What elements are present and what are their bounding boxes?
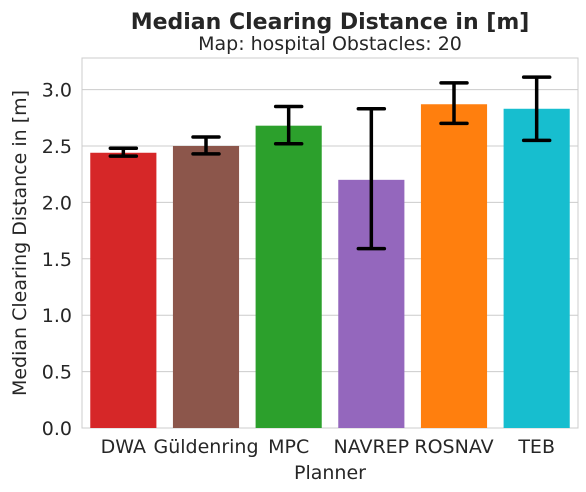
- x-tick-label-3: NAVREP: [333, 436, 409, 458]
- bar-1: [173, 146, 239, 428]
- chart-title: Median Clearing Distance in [m]: [131, 10, 530, 35]
- x-tick-labels: DWA Güldenring MPC NAVREP ROSNAV TEB: [101, 436, 555, 458]
- y-tick-label-2: 1.0: [42, 305, 72, 327]
- y-tick-label-6: 3.0: [42, 80, 72, 102]
- x-tick-label-4: ROSNAV: [414, 436, 493, 458]
- bar-0: [90, 153, 156, 428]
- chart-subtitle: Map: hospital Obstacles: 20: [198, 33, 462, 55]
- y-axis-label: Median Clearing Distance in [m]: [9, 90, 31, 396]
- x-tick-label-0: DWA: [101, 436, 146, 458]
- y-tick-label-4: 2.0: [42, 192, 72, 214]
- x-axis-label: Planner: [294, 462, 366, 484]
- bar-4: [421, 104, 487, 428]
- x-tick-label-1: Güldenring: [153, 436, 258, 458]
- x-tick-label-5: TEB: [517, 436, 555, 458]
- y-tick-label-1: 0.5: [42, 362, 72, 384]
- bar-5: [504, 109, 570, 428]
- y-tick-label-5: 2.5: [42, 136, 72, 158]
- y-tick-label-3: 1.5: [42, 249, 72, 271]
- bars: [90, 104, 569, 428]
- bar-2: [256, 126, 322, 428]
- y-tick-labels: 0.0 0.5 1.0 1.5 2.0 2.5 3.0: [42, 80, 72, 440]
- error-bar-0: [110, 148, 136, 156]
- y-tick-label-0: 0.0: [42, 418, 72, 440]
- x-tick-label-2: MPC: [268, 436, 309, 458]
